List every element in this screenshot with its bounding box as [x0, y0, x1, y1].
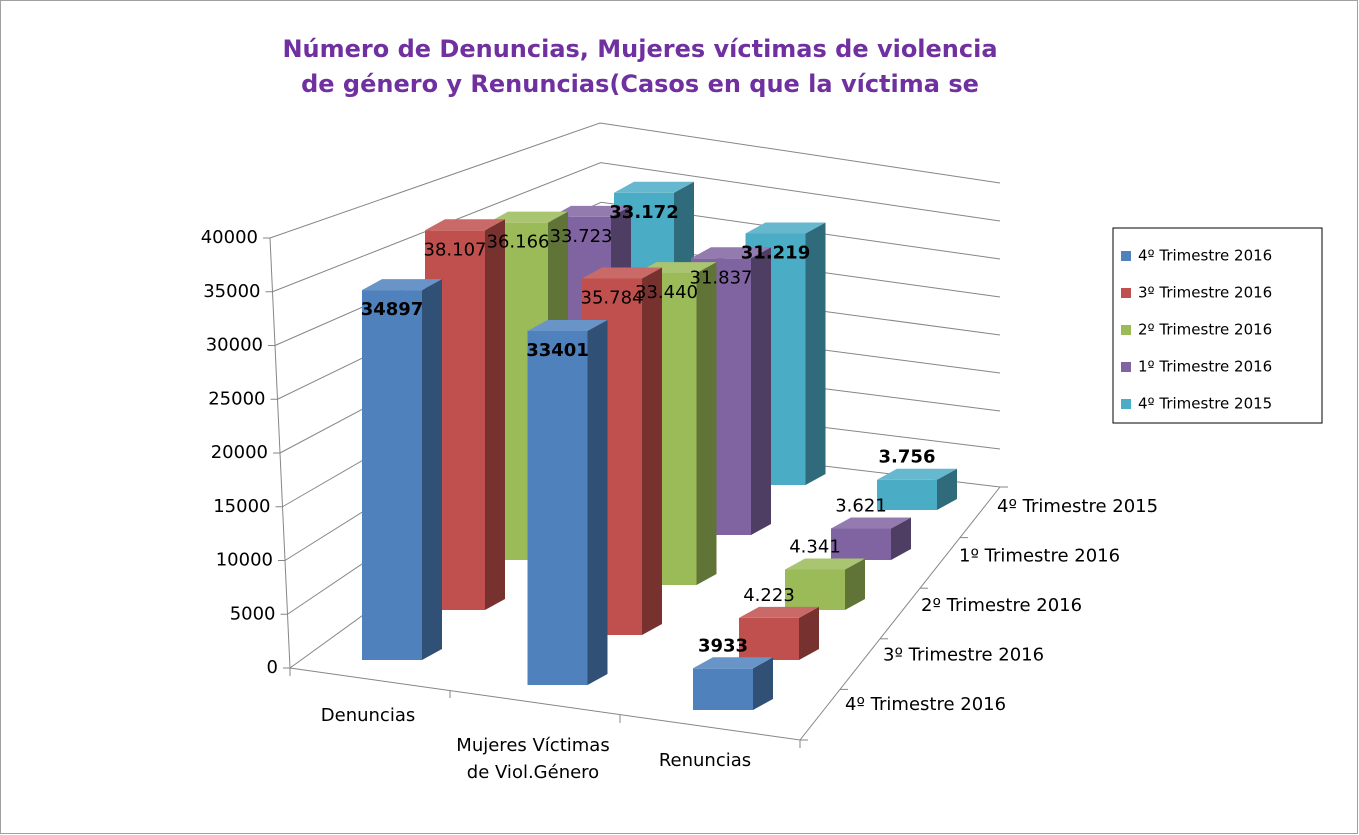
- bar-side: [845, 558, 865, 610]
- legend-label: 3º Trimestre 2016: [1138, 284, 1272, 302]
- data-label: 33.723: [550, 226, 613, 247]
- depth-label: 3º Trimestre 2016: [883, 645, 1044, 666]
- data-label: 38.107: [424, 239, 487, 260]
- y-tick-label: 30000: [206, 335, 263, 356]
- legend-label: 1º Trimestre 2016: [1138, 358, 1272, 376]
- bar-top: [362, 279, 442, 291]
- data-label: 31.219: [741, 242, 810, 263]
- depth-label: 1º Trimestre 2016: [959, 546, 1120, 567]
- legend-swatch: [1121, 288, 1131, 298]
- bar-side: [485, 219, 505, 610]
- chart-title: Número de Denuncias, Mujeres víctimas de…: [282, 35, 997, 63]
- legend-label: 2º Trimestre 2016: [1138, 321, 1272, 339]
- y-tick-label: 0: [267, 657, 278, 678]
- bar: [877, 479, 937, 510]
- data-label: 3.756: [879, 447, 936, 468]
- data-label: 35.784: [581, 287, 644, 308]
- bar: [527, 330, 588, 685]
- grid-line: [269, 122, 1001, 239]
- chart-title: de género y Renuncias(Casos en que la ví…: [301, 70, 979, 98]
- bar-side: [805, 222, 826, 485]
- bar-top: [582, 267, 662, 279]
- depth-label: 2º Trimestre 2016: [921, 595, 1082, 616]
- x-tick-label: Renuncias: [658, 750, 752, 771]
- bar-side: [937, 468, 957, 510]
- bar: [362, 290, 422, 660]
- bar: [693, 668, 753, 710]
- bar-top: [551, 205, 631, 217]
- bar-side: [799, 606, 819, 660]
- bar-top: [739, 606, 819, 618]
- bar: [831, 528, 891, 560]
- data-label: 4.341: [789, 537, 841, 558]
- bar-top: [785, 558, 865, 570]
- y-tick-label: 15000: [213, 496, 270, 517]
- legend-label: 4º Trimestre 2015: [1138, 395, 1272, 413]
- data-label: 33.172: [609, 202, 678, 223]
- bar-top: [693, 657, 773, 669]
- legend-swatch: [1121, 325, 1131, 335]
- bar: [739, 617, 799, 660]
- bar-top: [691, 247, 771, 259]
- y-tick-label: 35000: [203, 281, 260, 302]
- bar-top: [425, 219, 505, 231]
- y-tick-label: 10000: [216, 550, 273, 571]
- data-label: 34897: [361, 299, 424, 320]
- y-tick-label: 5000: [230, 603, 276, 624]
- data-label: 4.223: [743, 585, 795, 606]
- y-tick-label: 40000: [201, 227, 258, 248]
- data-label: 31.837: [690, 267, 753, 288]
- data-label: 36.166: [487, 232, 550, 253]
- y-tick-label: 20000: [211, 442, 268, 463]
- depth-label: 4º Trimestre 2016: [845, 694, 1006, 715]
- legend-swatch: [1121, 362, 1131, 372]
- x-tick-label: Mujeres Víctimas de Viol.Género: [456, 735, 610, 783]
- data-label: 3.621: [835, 496, 887, 517]
- bar-side: [891, 517, 911, 560]
- bar-side: [422, 279, 442, 660]
- y-tick-label: 25000: [208, 388, 265, 409]
- bar-top: [488, 211, 568, 223]
- data-label: 33.440: [635, 282, 698, 303]
- legend-swatch: [1121, 251, 1131, 261]
- depth-label: 4º Trimestre 2015: [997, 496, 1158, 517]
- bar-side: [642, 267, 662, 635]
- bar-top: [877, 468, 957, 480]
- data-label: 33401: [526, 340, 589, 361]
- bar: [785, 569, 845, 610]
- legend-box: [1112, 227, 1323, 424]
- bar-top: [831, 517, 911, 529]
- legend-swatch: [1121, 399, 1131, 409]
- bar-side: [587, 319, 608, 685]
- bar-top: [745, 222, 826, 234]
- x-tick-label: Denuncias: [320, 705, 416, 726]
- bar-side: [696, 262, 717, 585]
- bar-top: [527, 319, 608, 331]
- bar-side: [751, 247, 771, 535]
- bar-top: [614, 181, 694, 193]
- bar-side: [753, 657, 773, 710]
- legend-label: 4º Trimestre 2016: [1138, 247, 1272, 265]
- grid-line: [272, 162, 1001, 293]
- data-label: 3933: [698, 635, 748, 656]
